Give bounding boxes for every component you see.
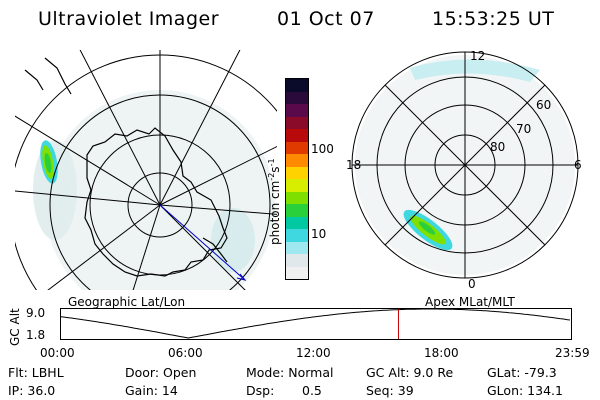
alt-tick-1-8: 1.8 [26,328,46,342]
colorbar-segment [286,216,308,229]
aurora-spot-core [44,153,52,173]
gain-status: Gain: 14 [125,383,178,398]
ip-status: IP: 36.0 [8,383,56,398]
seq-status: Seq: 39 [366,383,414,398]
altitude-timeline-plot [60,308,572,340]
colorbar-segment [286,254,308,267]
colorbar-segment [286,229,308,242]
colorbar-segment [286,241,308,254]
colorbar-unit-exp1: -2 [267,172,276,181]
colorbar-segment [286,191,308,204]
aurora-band-core [418,221,436,235]
mlat-label-70: 70 [516,122,531,136]
time-tick-2359: 23:59 [555,346,590,360]
colorbar-unit-s: s [268,166,282,173]
colorbar-segment [286,104,308,117]
mlt-label-6: 6 [574,158,582,172]
colorbar-segment [286,129,308,142]
antarctica-coastline [84,127,228,277]
alt-tick-9: 9.0 [26,306,46,320]
south-america-coastline [24,57,72,95]
mlt-label-12: 12 [470,49,485,63]
mode-status: Mode: Normal [246,365,334,380]
colorbar-unit-main: photon cm [268,180,282,245]
new-zealand-coastline [202,237,228,263]
time-tick-0600: 06:00 [168,346,203,360]
date-label: 01 Oct 07 [277,8,375,30]
geographic-map [15,50,277,290]
door-status: Door: Open [125,365,197,380]
colorbar-tick-100: 100 [311,142,334,156]
dsp-value: 0.5 [302,383,322,398]
mlat-label-60: 60 [536,98,551,112]
colorbar-segment [286,204,308,217]
alt-plot-frame [60,308,572,340]
time-tick-1800: 18:00 [424,346,459,360]
mlat-label-80: 80 [490,140,505,154]
flt-status: Flt: LBHL [8,365,64,380]
colorbar-segment [286,266,308,279]
time-tick-0000: 00:00 [40,346,75,360]
mlt-label-18: 18 [346,158,361,172]
instrument-title: Ultraviolet Imager [38,8,220,30]
spacecraft-direction-line [159,204,246,281]
meridian-lines [15,50,277,290]
colorbar-tick-10: 10 [311,227,327,241]
colorbar-segment [286,116,308,129]
glon-status: GLon: 134.1 [487,383,563,398]
alt-axis-label: GC Alt [8,308,22,346]
geographic-map-label: Geographic Lat/Lon [68,295,186,309]
dayside-glow [410,59,540,82]
magnetic-map-label: Apex MLat/MLT [425,295,515,309]
glat-status: GLat: -79.3 [487,365,557,380]
time-label: 15:53:25 UT [432,8,555,30]
colorbar-segment [286,166,308,179]
gc-alt-status: GC Alt: 9.0 Re [366,365,454,380]
direction-arrow-icon [236,273,247,281]
mlt-label-0: 0 [468,277,476,291]
mlt-lines [352,52,578,278]
colorbar-segment [286,141,308,154]
time-tick-1200: 12:00 [296,346,331,360]
colorbar-segment [286,179,308,192]
magnetic-polar-plot: 12 0 18 6 60 70 80 [346,49,582,291]
colorbar-unit-label: photon cm-2s-1 [267,158,282,245]
colorbar-segment [286,154,308,167]
colorbar-unit-exp2: -1 [267,158,276,167]
colorbar-segment [286,91,308,104]
colorbar-segment [286,79,308,92]
colorbar [285,78,309,280]
altitude-curve [60,308,571,339]
dsp-label: Dsp: [246,383,275,398]
